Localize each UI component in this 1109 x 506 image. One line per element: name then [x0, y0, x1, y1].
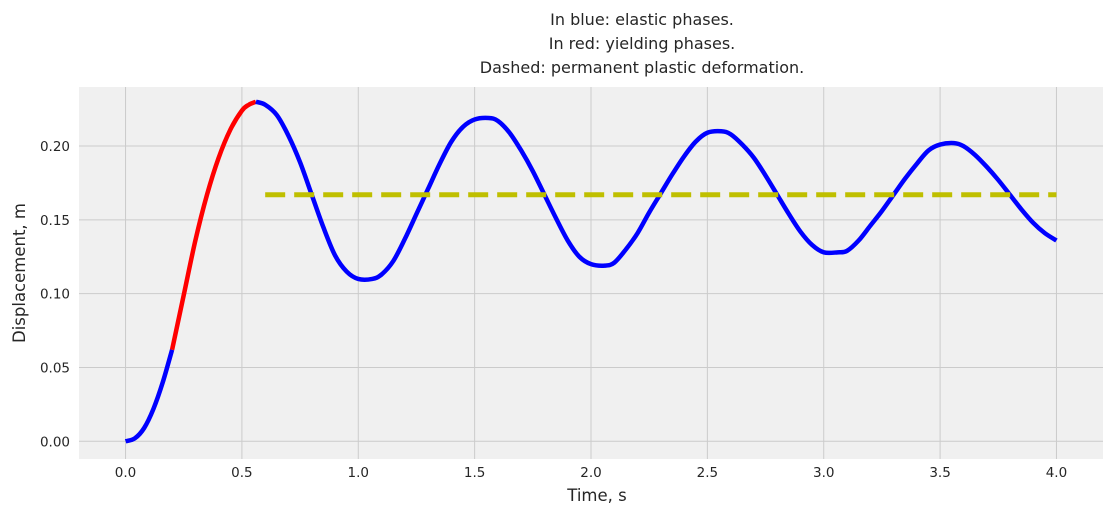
y-tick-label: 0.00 [40, 434, 70, 450]
tick-labels: 0.0 0.5 1.0 1.5 2.0 2.5 3.0 3.5 4.0 0.00 0.05 0.10 0… [40, 139, 1067, 481]
elastic-phase-line [124, 349, 175, 444]
x-tick-label: 2.5 [697, 465, 718, 481]
chart-title-line-3: Dashed: permanent plastic deformation. [480, 58, 804, 77]
x-tick-label: 3.0 [813, 465, 834, 481]
x-tick-label: 0.0 [115, 465, 136, 481]
y-tick-label: 0.15 [40, 213, 70, 229]
chart-title-line-2: In red: yielding phases. [549, 34, 736, 53]
x-tick-label: 1.5 [464, 465, 485, 481]
elastic-phase-line [255, 99, 1058, 282]
chart-title-line-1: In blue: elastic phases. [550, 10, 734, 29]
x-axis-label: Time, s [566, 486, 626, 505]
x-tick-label: 0.5 [231, 465, 252, 481]
grid [79, 87, 1103, 459]
x-tick-label: 3.5 [929, 465, 950, 481]
yielding-phase-line [169, 99, 257, 351]
y-axis-label: Displacement, m [10, 203, 29, 343]
series-layer [124, 99, 1058, 444]
y-tick-label: 0.10 [40, 287, 70, 303]
x-tick-label: 2.0 [580, 465, 601, 481]
y-tick-label: 0.20 [40, 139, 70, 155]
x-tick-label: 4.0 [1046, 465, 1067, 481]
x-tick-label: 1.0 [348, 465, 369, 481]
y-tick-label: 0.05 [40, 360, 70, 376]
